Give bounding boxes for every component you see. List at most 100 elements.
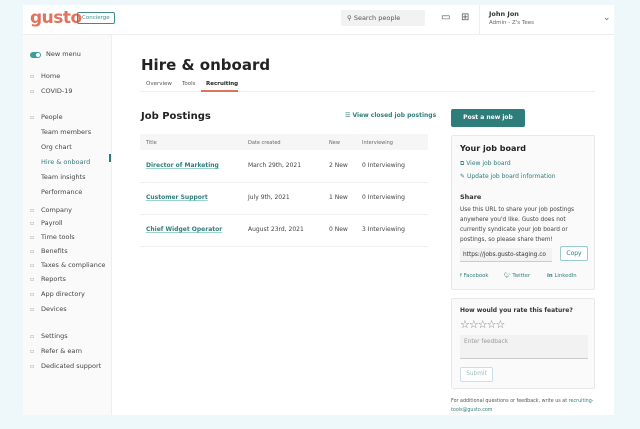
divider: [479, 5, 480, 35]
help-icon: ▫: [30, 363, 35, 370]
star-icon[interactable]: ☆: [468, 318, 479, 331]
tab-recruiting[interactable]: Recruiting: [206, 81, 239, 87]
sidebar-item-dedicated-support[interactable]: ▫ Dedicated support: [30, 362, 101, 370]
sidebar-item-benefits[interactable]: ▫ Benefits: [30, 247, 68, 255]
update-job-board-link[interactable]: ✎ Update job board information: [460, 173, 556, 180]
sidebar-item-covid-19[interactable]: ▫ COVID-19: [30, 87, 73, 95]
sidebar-item-app-directory[interactable]: ▫ App directory: [30, 290, 85, 298]
sidebar: New menu ▫ Home ▫ COVID-19 ▫ People Team membe…: [23, 35, 112, 415]
calendar-icon[interactable]: ▭: [441, 12, 451, 23]
sidebar-item-label: Performance: [41, 188, 83, 196]
twitter-label: Twitter: [512, 273, 531, 279]
col-title[interactable]: Title: [146, 140, 157, 146]
new-menu-label: New menu: [46, 50, 81, 58]
sidebar-item-team-members[interactable]: Team members: [41, 128, 91, 136]
sidebar-item-hire-onboard[interactable]: Hire & onboard: [41, 158, 90, 166]
col-interviewing[interactable]: Interviewing: [362, 140, 393, 146]
col-date[interactable]: Date created: [248, 140, 281, 146]
sidebar-item-label: Team members: [41, 128, 92, 136]
job-title-link[interactable]: Director of Marketing: [146, 162, 219, 169]
home-icon: ▫: [30, 73, 35, 80]
grid-icon: ▫: [30, 291, 35, 298]
people-icon: ▫: [30, 114, 35, 121]
rating-question: How would you rate this feature?: [460, 307, 573, 314]
gift-icon[interactable]: ⊞: [461, 12, 470, 23]
facebook-label: Facebook: [463, 273, 489, 279]
sidebar-item-payroll[interactable]: ▫ Payroll: [30, 219, 63, 227]
sidebar-item-company[interactable]: ▫ Company: [30, 206, 72, 214]
sidebar-item-team-insights[interactable]: Team insights: [41, 173, 86, 181]
sidebar-item-label: Hire & onboard: [41, 158, 91, 166]
pencil-icon: ✎: [460, 173, 467, 180]
interviewing-count: 0 Interviewing: [362, 162, 405, 169]
user-name[interactable]: John Jon: [489, 10, 519, 18]
chevron-down-icon[interactable]: ⌄: [603, 13, 611, 23]
sidebar-item-label: Taxes & compliance: [41, 261, 106, 269]
dollar-icon: ▫: [30, 220, 35, 227]
sidebar-item-label: Time tools: [41, 233, 75, 241]
linkedin-label: LinkedIn: [554, 273, 577, 279]
user-role: Admin - Z's Tees: [489, 20, 534, 26]
sidebar-item-home[interactable]: ▫ Home: [30, 72, 60, 80]
sidebar-item-refer-earn[interactable]: ▫ Refer & earn: [30, 347, 82, 355]
sidebar-item-settings[interactable]: ▫ Settings: [30, 332, 68, 340]
tab-divider: [140, 91, 595, 92]
sidebar-item-label: Benefits: [41, 247, 68, 255]
row-divider: [140, 246, 428, 247]
job-board-card: Your job board ⧉ View job board ✎ Update…: [451, 135, 595, 290]
submit-button[interactable]: Submit: [460, 367, 493, 382]
copy-button[interactable]: Copy: [560, 246, 588, 261]
gear-icon: ▫: [30, 333, 35, 340]
tab-tools[interactable]: Tools: [182, 81, 196, 87]
row-divider: [140, 182, 428, 183]
active-tab-underline: [201, 90, 238, 92]
star-icon[interactable]: ☆: [486, 318, 497, 331]
star-icon[interactable]: ☆: [460, 318, 470, 331]
sidebar-item-time-tools[interactable]: ▫ Time tools: [30, 233, 75, 241]
top-header: gusto Concierge ⚲ Search people ▭ ⊞ John…: [23, 5, 614, 35]
interviewing-count: 3 Interviewing: [362, 226, 405, 233]
sidebar-item-label: Dedicated support: [41, 362, 102, 370]
feedback-input[interactable]: Enter feedback: [460, 335, 588, 359]
star-rating[interactable]: ☆☆☆☆☆: [460, 318, 506, 331]
new-menu-toggle[interactable]: [30, 52, 41, 58]
col-new[interactable]: New: [329, 140, 340, 146]
date-created: July 9th, 2021: [248, 194, 290, 201]
twitter-link[interactable]: 🐦︎ Twitter: [504, 273, 530, 279]
app-window: gusto Concierge ⚲ Search people ▭ ⊞ John…: [23, 5, 614, 415]
concierge-badge[interactable]: Concierge: [77, 12, 115, 24]
share-text: Use this URL to share your job postings …: [460, 207, 575, 243]
tab-overview[interactable]: Overview: [146, 81, 172, 87]
gusto-logo[interactable]: gusto: [30, 8, 82, 28]
sidebar-item-label: People: [41, 113, 63, 121]
sidebar-item-label: App directory: [41, 290, 85, 298]
sidebar-item-performance[interactable]: Performance: [41, 188, 82, 196]
date-created: August 23rd, 2021: [248, 226, 304, 233]
linkedin-link[interactable]: in LinkedIn: [547, 273, 577, 279]
gift-icon: ▫: [30, 348, 35, 355]
star-icon[interactable]: ☆: [495, 318, 506, 331]
sidebar-item-taxes-compliance[interactable]: ▫ Taxes & compliance: [30, 261, 105, 269]
new-count: 2 New: [329, 162, 348, 169]
active-indicator: [109, 154, 111, 162]
sidebar-item-label: Reports: [41, 275, 66, 283]
search-input[interactable]: ⚲ Search people: [341, 10, 425, 26]
rating-card: How would you rate this feature? ☆☆☆☆☆ E…: [451, 298, 595, 389]
job-title-link[interactable]: Customer Support: [146, 194, 208, 201]
sidebar-item-people[interactable]: ▫ People: [30, 113, 63, 121]
sidebar-item-org-chart[interactable]: Org chart: [41, 143, 72, 151]
heart-icon: ▫: [30, 248, 35, 255]
sidebar-item-label: Settings: [41, 332, 68, 340]
job-title-link[interactable]: Chief Widget Operator: [146, 226, 223, 233]
star-icon[interactable]: ☆: [477, 318, 488, 331]
post-job-button[interactable]: Post a new job: [451, 109, 525, 127]
footer-email-link[interactable]: recruiting-tools@gusto.com: [451, 399, 594, 413]
sidebar-item-devices[interactable]: ▫ Devices: [30, 305, 67, 313]
facebook-link[interactable]: f Facebook: [460, 273, 488, 279]
share-title: Share: [460, 193, 482, 201]
list-icon: ▫: [30, 262, 35, 269]
view-job-board-link[interactable]: ⧉ View job board: [460, 160, 511, 168]
share-url-input[interactable]: https://jobs.gusto-staging.co: [460, 248, 552, 262]
view-closed-link[interactable]: ☰ View closed job postings: [345, 112, 436, 119]
sidebar-item-reports[interactable]: ▫ Reports: [30, 275, 66, 283]
